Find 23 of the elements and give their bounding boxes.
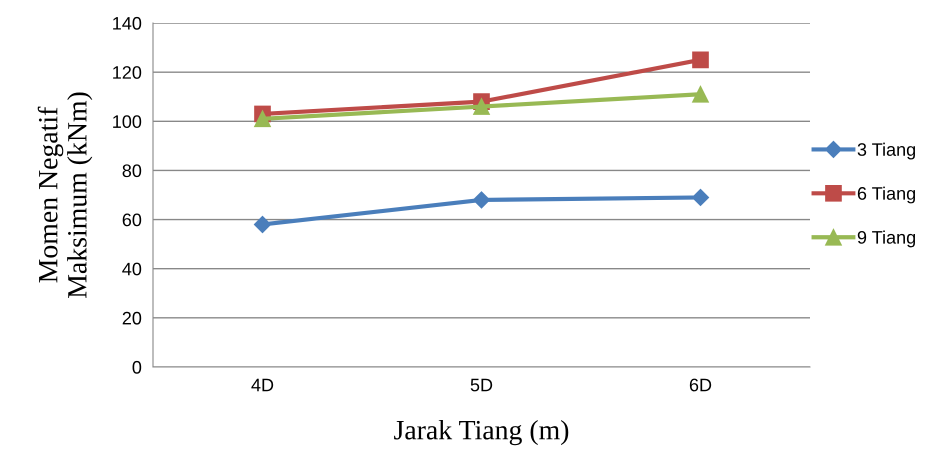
x-tick-label: 4D [251,378,274,392]
y-tick-label: 100 [113,115,142,128]
y-tick-label: 20 [122,312,142,325]
point [473,98,490,115]
point [692,86,709,103]
legend-label: 9 Tiang [858,230,916,248]
x-tick-label: 6D [690,378,712,392]
y-axis-title: Momen Negatif Maksimum (kNm) [38,92,92,298]
y-tick-label: 40 [122,262,142,276]
x-axis-title: Jarak Tiang (m) [394,420,568,446]
point [254,110,271,128]
legend-label: 6 Tiang [858,186,916,204]
point [692,188,710,206]
y-tick-label: 140 [113,16,142,30]
legend-label: 3 Tiang [858,142,916,160]
y-tick-label: 60 [122,214,142,226]
x-tick-label: 5D [470,378,492,392]
y-tick-label: 0 [132,360,142,374]
point [472,191,490,208]
point [692,52,709,68]
y-tick-label: 120 [113,66,142,79]
point [254,216,272,234]
y-tick-label: 80 [122,164,142,178]
